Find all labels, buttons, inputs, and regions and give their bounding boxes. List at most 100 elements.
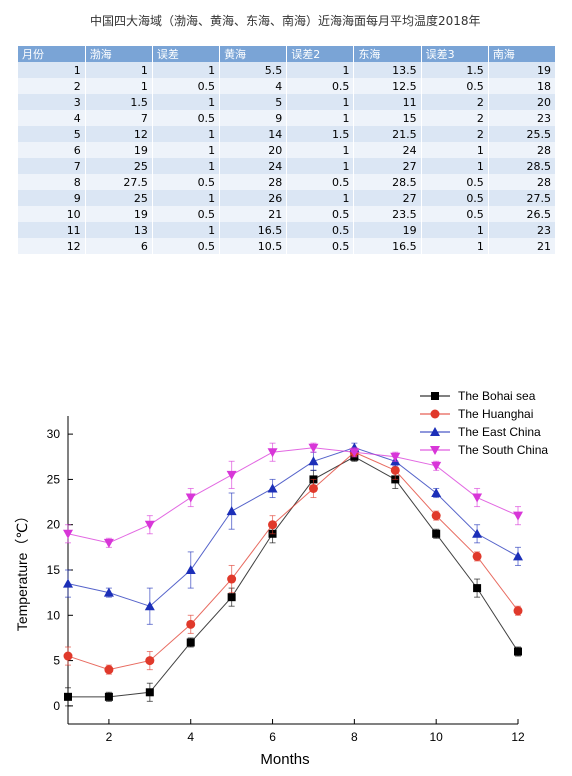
table-cell: 28.5: [488, 158, 557, 174]
table-cell: 21: [488, 238, 557, 254]
data-point: [185, 565, 196, 574]
data-point: [145, 688, 154, 697]
table-header-row: 月份 渤海 误差 黄海 误差2 东海 误差3 南海: [18, 46, 557, 62]
table-cell: 24: [353, 142, 422, 158]
table-cell: 16.5: [353, 238, 422, 254]
series-line-3: [67, 447, 519, 544]
table-cell: 27.5: [85, 174, 153, 190]
table-cell: 23.5: [353, 206, 422, 222]
table-cell: 12.5: [353, 78, 422, 94]
table-cell: 21: [219, 206, 288, 222]
x-tick-label: 4: [187, 730, 194, 744]
table-row: 5 12 1 14 1.5 21.5 2 25.5: [18, 126, 557, 142]
table-cell: 1: [421, 158, 489, 174]
column-header: 黄海: [219, 46, 288, 62]
table-cell: 27.5: [488, 190, 557, 206]
table-cell: 1: [152, 62, 221, 78]
data-point: [472, 528, 483, 538]
table-cell: 28.5: [353, 174, 422, 190]
data-point: [185, 493, 196, 503]
data-point: [144, 520, 155, 530]
table-cell: 0.5: [152, 206, 221, 222]
legend-label: The East China: [458, 425, 541, 439]
column-header: 东海: [353, 46, 422, 62]
table-cell: 18: [488, 78, 557, 94]
data-point: [390, 465, 400, 475]
data-point: [390, 452, 401, 462]
table-cell: 9: [18, 190, 86, 206]
series-line-0: [68, 456, 519, 698]
table-cell: 1: [152, 190, 221, 206]
table-cell: 0.5: [152, 174, 221, 190]
table-cell: 12: [85, 126, 153, 142]
table-cell: 14: [219, 126, 288, 142]
table-cell: 11: [18, 222, 86, 238]
table-cell: 10.5: [219, 238, 288, 254]
table-cell: 0.5: [286, 174, 355, 190]
y-tick-label: 20: [47, 518, 61, 532]
legend-label: The Huanghai: [458, 407, 533, 421]
table-cell: 0.5: [152, 110, 221, 126]
data-point: [472, 551, 482, 561]
table-cell: 5.5: [219, 62, 288, 78]
data-point: [63, 651, 73, 661]
table-cell: 28: [219, 174, 288, 190]
table-cell: 6: [18, 142, 86, 158]
table-cell: 0.5: [152, 78, 221, 94]
x-tick-label: 12: [511, 730, 525, 744]
column-header: 渤海: [85, 46, 153, 62]
column-header: 南海: [488, 46, 557, 62]
table-cell: 2: [421, 94, 489, 110]
data-point: [472, 493, 483, 503]
table-cell: 27: [353, 190, 422, 206]
temperature-line-chart: 0 5 10 15 20 25 30 2 4 6 8 10 12 Months Temperature（℃）…: [14, 389, 548, 768]
table-cell: 24: [219, 158, 288, 174]
table-row: 8 27.5 0.5 28 0.5 28.5 0.5 28: [18, 174, 557, 190]
data-point: [431, 511, 441, 521]
table-cell: 0.5: [421, 190, 489, 206]
table-cell: 1: [152, 142, 221, 158]
legend-marker: [430, 409, 440, 419]
data-point: [145, 656, 155, 666]
table-cell: 1: [85, 78, 153, 94]
data-point: [186, 638, 195, 647]
table-cell: 0.5: [152, 238, 221, 254]
y-tick-label: 25: [47, 472, 61, 486]
table-cell: 1: [286, 62, 355, 78]
table-cell: 21.5: [353, 126, 422, 142]
x-tick-label: 2: [106, 730, 113, 744]
y-tick-label: 5: [53, 654, 60, 668]
table-row: 9 25 1 26 1 27 0.5 27.5: [18, 190, 557, 206]
data-point: [104, 665, 114, 675]
table-cell: 15: [353, 110, 422, 126]
table-cell: 20: [488, 94, 557, 110]
table-body: 1 1 1 5.5 1 13.5 1.5 19 2 1 0.5 4 0.5 12.5 0.5 18 3 1.5 1 5…: [18, 62, 557, 254]
table-cell: 19: [353, 222, 422, 238]
y-tick-label: 30: [47, 427, 61, 441]
sea-temperature-table: 月份 渤海 误差 黄海 误差2 东海 误差3 南海 1 1 1 5.5 1 13.5 1.5 19 2 1 0.5…: [18, 46, 557, 254]
table-cell: 1: [421, 238, 489, 254]
table-cell: 19: [488, 62, 557, 78]
legend-label: The Bohai sea: [458, 389, 536, 403]
data-point: [144, 601, 155, 611]
table-cell: 6: [85, 238, 153, 254]
table-cell: 1: [421, 222, 489, 238]
y-tick-label: 0: [53, 699, 60, 713]
data-point: [227, 593, 236, 602]
data-point: [514, 647, 522, 656]
column-header: 误差2: [286, 46, 355, 62]
data-point: [473, 584, 482, 593]
table-cell: 1.5: [286, 126, 355, 142]
table-cell: 25.5: [488, 126, 557, 142]
table-cell: 20: [219, 142, 288, 158]
table-cell: 1: [152, 158, 221, 174]
data-point: [64, 692, 72, 701]
legend-marker: [430, 446, 440, 455]
table-cell: 5: [219, 94, 288, 110]
x-tick-label: 10: [430, 730, 444, 744]
series-line-1: [67, 451, 519, 671]
table-cell: 0.5: [421, 78, 489, 94]
legend-marker: [430, 427, 440, 436]
table-cell: 27: [353, 158, 422, 174]
table-cell: 19: [85, 206, 153, 222]
